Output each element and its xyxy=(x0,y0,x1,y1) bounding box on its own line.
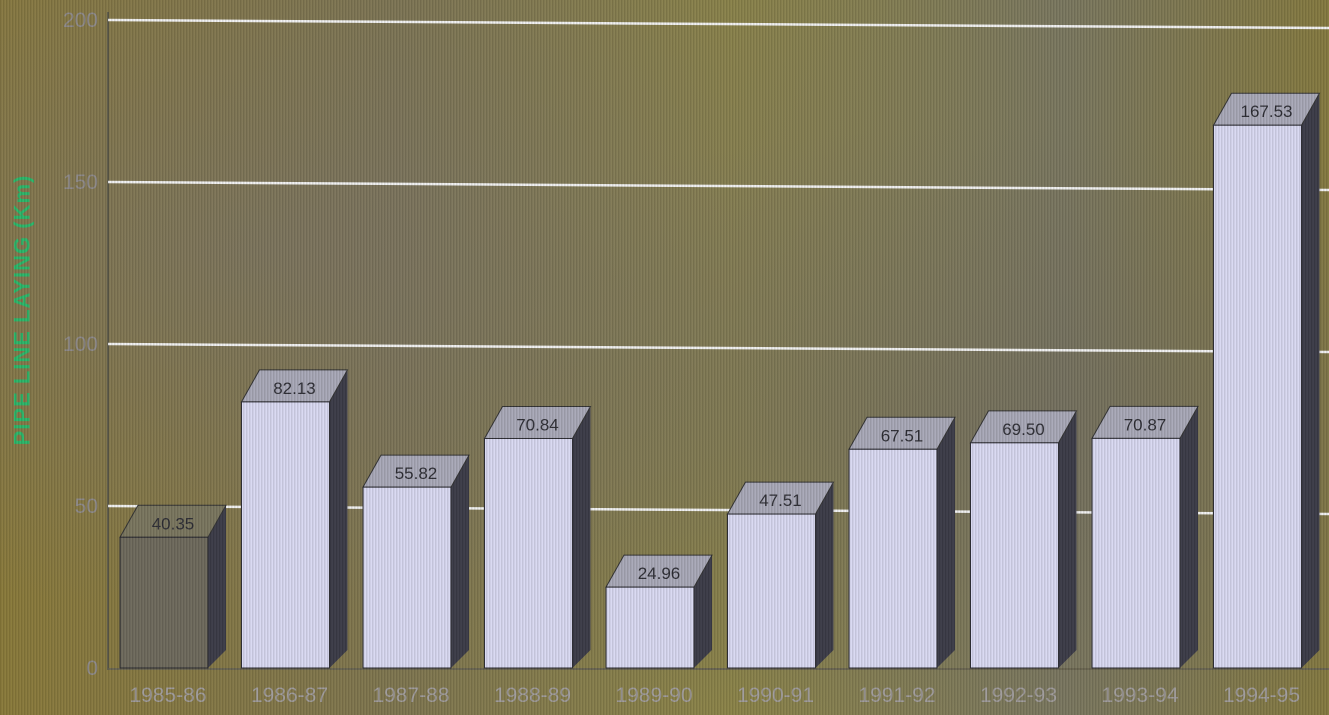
gridline xyxy=(108,20,1329,28)
bar-side xyxy=(451,455,469,668)
bar-side xyxy=(1302,93,1320,668)
bar-front xyxy=(1092,438,1180,668)
x-tick-label: 1989-90 xyxy=(615,684,692,707)
bar-front xyxy=(120,537,208,668)
bar xyxy=(849,417,955,668)
data-label: 82.13 xyxy=(273,379,316,398)
bar-front xyxy=(1214,125,1302,668)
bar xyxy=(1214,93,1320,668)
bar-side xyxy=(1180,406,1198,668)
x-tick-label: 1988-89 xyxy=(494,684,571,707)
data-label: 67.51 xyxy=(881,426,924,445)
bar-side xyxy=(1059,411,1077,668)
bar xyxy=(1092,406,1198,668)
gridline xyxy=(108,182,1329,190)
data-label: 69.50 xyxy=(1002,420,1045,439)
x-tick-label: 1991-92 xyxy=(858,684,935,707)
bar xyxy=(242,370,348,668)
x-tick-label: 1987-88 xyxy=(372,684,449,707)
bar-front xyxy=(728,514,816,668)
gridline xyxy=(108,344,1329,352)
bar-front xyxy=(363,487,451,668)
data-label: 70.87 xyxy=(1124,415,1167,434)
bar-front xyxy=(242,402,330,668)
bar-side xyxy=(573,406,591,668)
x-tick-label: 1993-94 xyxy=(1101,684,1178,707)
bar-side xyxy=(937,417,955,668)
bar xyxy=(363,455,469,668)
y-tick-label: 0 xyxy=(86,657,98,680)
y-tick-label: 100 xyxy=(63,333,98,356)
data-label: 47.51 xyxy=(759,491,802,510)
bar-front xyxy=(606,587,694,668)
bar xyxy=(971,411,1077,668)
bar xyxy=(485,406,591,668)
x-tick-label: 1992-93 xyxy=(980,684,1057,707)
bar-front xyxy=(485,438,573,668)
y-tick-label: 150 xyxy=(63,171,98,194)
x-tick-label: 1994-95 xyxy=(1223,684,1300,707)
data-label: 24.96 xyxy=(638,564,681,583)
data-label: 167.53 xyxy=(1241,102,1293,121)
x-tick-label: 1986-87 xyxy=(251,684,328,707)
bar-front xyxy=(849,449,937,668)
y-tick-label: 50 xyxy=(75,495,98,518)
bar-front xyxy=(971,443,1059,668)
x-tick-label: 1990-91 xyxy=(737,684,814,707)
x-tick-label: 1985-86 xyxy=(129,684,206,707)
data-label: 55.82 xyxy=(395,464,438,483)
data-label: 70.84 xyxy=(516,415,559,434)
data-label: 40.35 xyxy=(152,514,195,533)
y-tick-label: 200 xyxy=(63,9,98,32)
bar-side xyxy=(330,370,348,668)
